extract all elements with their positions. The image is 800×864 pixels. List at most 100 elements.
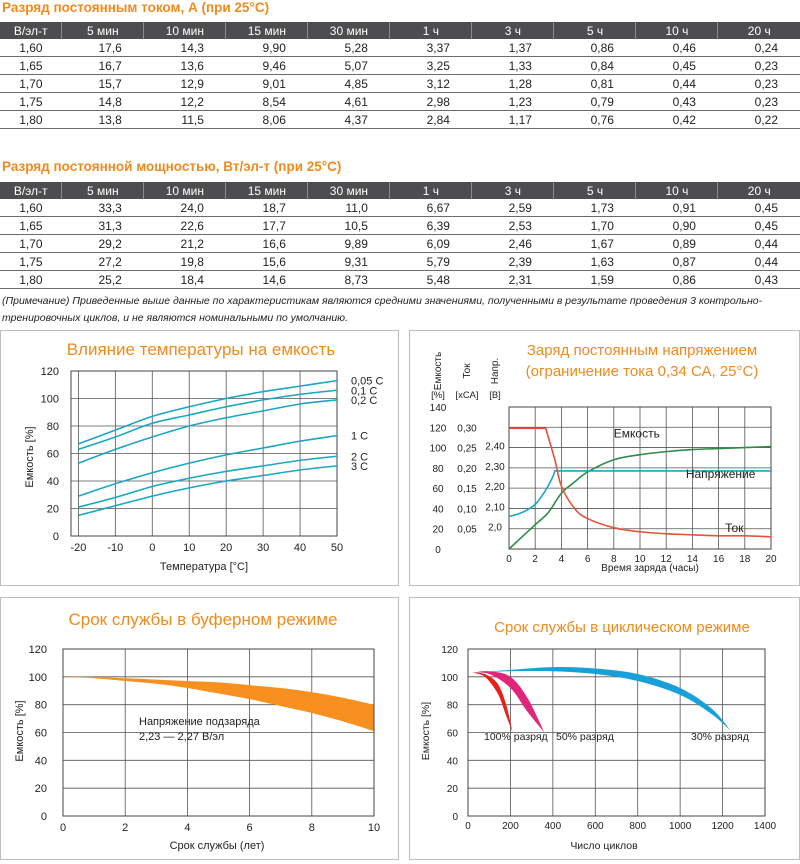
x-tick-label: -10 xyxy=(107,542,123,554)
y-current-tick: 0,30 xyxy=(457,423,477,434)
column-header: 10 ч xyxy=(635,182,718,199)
table-cell: 0,45 xyxy=(717,199,800,217)
y-tick-label: 60 xyxy=(47,449,59,461)
table-cell: 2,84 xyxy=(389,110,472,129)
current-table-title: Разряд постоянным током, А (при 25°С) xyxy=(2,0,270,15)
float-life-band xyxy=(63,676,374,732)
table-cell: 0,76 xyxy=(553,110,636,129)
column-header: 5 ч xyxy=(553,22,636,39)
x-tick-label: 10 xyxy=(634,554,646,565)
table-cell: 24,0 xyxy=(143,199,226,217)
series-label: 30% разряд xyxy=(691,731,749,743)
x-tick-label: 2 xyxy=(122,822,128,834)
table-row: 1,70 29,2 21,2 16,6 9,89 6,09 2,46 1,67 0,89 0,44 xyxy=(0,234,800,253)
series-line xyxy=(78,399,338,464)
table-cell: 0,91 xyxy=(635,199,718,217)
series-line xyxy=(78,465,338,517)
series-label: 100% разряд xyxy=(484,731,548,743)
table-cell: 1,33 xyxy=(471,56,554,75)
y-current-tick: 0,05 xyxy=(457,525,477,536)
x-tick-label: 20 xyxy=(765,554,777,565)
table-cell: 11,5 xyxy=(143,110,226,129)
temperature-chart-panel: Влияние температуры на емкость -20 -10 0 10 2… xyxy=(0,330,399,586)
table-cell: 2,46 xyxy=(471,234,554,253)
y-axis-label: Емкость [%] xyxy=(14,700,26,761)
y-voltage-tick: 2,10 xyxy=(485,502,505,513)
cycle-life-chart-panel: Срок службы в циклическом режиме 0 200 400 6… xyxy=(409,597,800,860)
constant-voltage-charge-chart: Заряд постоянным напряжением (ограничение… xyxy=(430,342,777,574)
column-header: 5 мин xyxy=(61,22,144,39)
table-cell: 0,81 xyxy=(553,74,636,93)
column-header: 10 ч xyxy=(635,22,718,39)
table-cell: 2,53 xyxy=(471,216,554,235)
table-row: 1,70 15,7 12,9 9,01 4,85 3,12 1,28 0,81 0,44 0,23 xyxy=(0,74,800,93)
x-tick-label: 12 xyxy=(661,554,673,565)
charge-chart-panel: Заряд постоянным напряжением (ограничение… xyxy=(409,330,800,586)
table-row: 1,60 17,6 14,3 9,90 5,28 3,37 1,37 0,86 0,46 0,24 xyxy=(0,39,800,57)
table-cell: 12,9 xyxy=(143,74,226,93)
table-cell: 6,39 xyxy=(389,216,472,235)
y-tick-label: 20 xyxy=(35,783,47,795)
y-tick-label: 100 xyxy=(41,394,59,406)
table-cell: 19,8 xyxy=(143,252,226,271)
series-label: Емкость xyxy=(614,426,660,440)
table-cell: 5,79 xyxy=(389,252,472,271)
series-line xyxy=(78,434,338,497)
x-tick-label: 20 xyxy=(220,542,232,554)
y-tick-label: 60 xyxy=(447,729,459,740)
table-cell: 33,3 xyxy=(61,199,144,217)
y-tick-label: 120 xyxy=(29,644,47,656)
table-cell: 6,67 xyxy=(389,199,472,217)
y-capacity-tick: 40 xyxy=(432,504,444,515)
table-cell: 18,4 xyxy=(143,270,226,289)
axis-header-name: Напр. xyxy=(490,358,501,385)
x-tick-label: 50 xyxy=(331,542,343,554)
series-label: 0,2 С xyxy=(351,395,377,407)
x-tick-label: 800 xyxy=(629,821,646,832)
y-capacity-tick: 60 xyxy=(432,484,444,495)
table-cell: 9,90 xyxy=(225,39,308,57)
column-header: 1 ч xyxy=(389,182,472,199)
column-header: 20 ч xyxy=(717,22,800,39)
y-voltage-tick: 2,0 xyxy=(488,523,502,534)
table-cell: 22,6 xyxy=(143,216,226,235)
column-header: 1 ч xyxy=(389,22,472,39)
table-cell: 0,23 xyxy=(717,56,800,75)
table-cell: 0,89 xyxy=(635,234,718,253)
table-cell: 9,46 xyxy=(225,56,308,75)
table-cell: 8,73 xyxy=(307,270,390,289)
x-tick-label: 16 xyxy=(713,554,725,565)
y-tick-label: 40 xyxy=(447,756,459,767)
table-cell: 16,7 xyxy=(61,56,144,75)
table-cell: 2,31 xyxy=(471,270,554,289)
x-tick-label: 40 xyxy=(294,542,306,554)
table-cell: 0,44 xyxy=(717,252,800,271)
table-cell: 9,01 xyxy=(225,74,308,93)
x-tick-label: 4 xyxy=(559,554,565,565)
table-cell: 14,6 xyxy=(225,270,308,289)
table-cell: 1,73 xyxy=(553,199,636,217)
table-cell: 4,37 xyxy=(307,110,390,129)
y-tick-label: 100 xyxy=(441,673,458,684)
x-axis-label: Температура [°С] xyxy=(160,561,248,573)
y-tick-label: 0 xyxy=(41,811,47,823)
plot-frame xyxy=(62,648,375,817)
column-header: В/эл-т xyxy=(0,22,62,39)
table-cell: 0,22 xyxy=(717,110,800,129)
table-row: 1,80 13,8 11,5 8,06 4,37 2,84 1,17 0,76 0,42 0,22 xyxy=(0,110,800,129)
table-cell: 9,89 xyxy=(307,234,390,253)
plot-frame xyxy=(508,406,772,550)
table-cell: 0,86 xyxy=(553,39,636,57)
axis-header-unit: [В] xyxy=(489,390,501,401)
y-tick-label: 0 xyxy=(53,531,59,543)
y-capacity-tick: 140 xyxy=(430,403,447,414)
x-tick-label: 0 xyxy=(149,542,155,554)
x-tick-label: 200 xyxy=(502,821,519,832)
x-tick-label: 400 xyxy=(545,821,562,832)
x-tick-label: 14 xyxy=(687,554,699,565)
x-tick-label: 30 xyxy=(257,542,269,554)
